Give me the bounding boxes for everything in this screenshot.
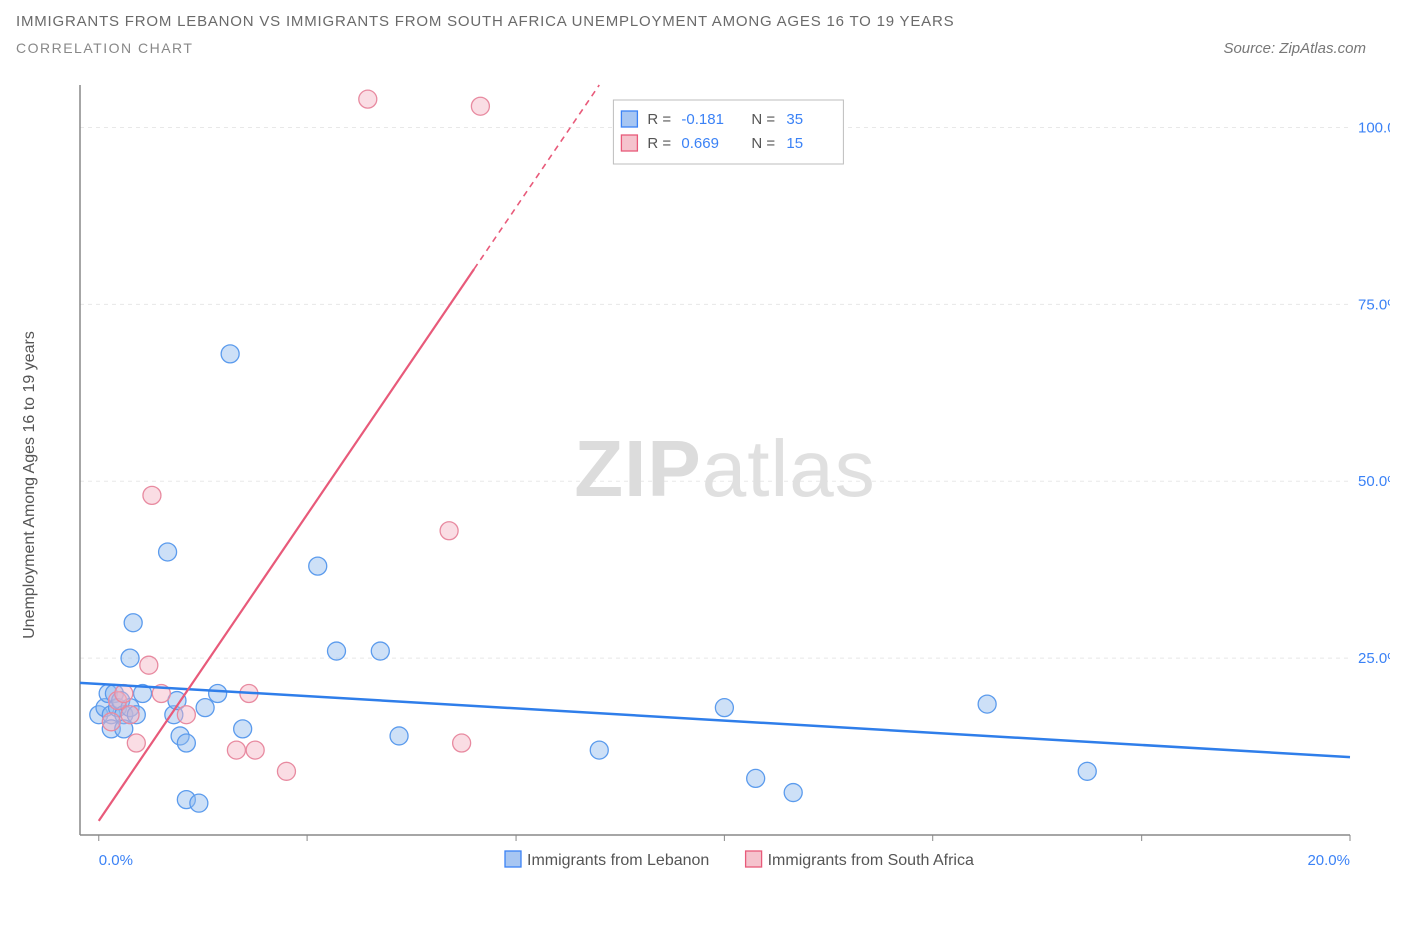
svg-text:0.669: 0.669 xyxy=(681,135,719,152)
svg-text:N =: N = xyxy=(751,111,775,128)
svg-text:Immigrants from Lebanon: Immigrants from Lebanon xyxy=(527,852,709,869)
svg-text:75.0%: 75.0% xyxy=(1358,296,1390,313)
title-block: IMMIGRANTS FROM LEBANON VS IMMIGRANTS FR… xyxy=(0,0,1406,57)
chart-title: IMMIGRANTS FROM LEBANON VS IMMIGRANTS FR… xyxy=(16,12,1390,32)
svg-text:35: 35 xyxy=(786,111,803,128)
svg-text:15: 15 xyxy=(786,135,803,152)
chart-subtitle: CORRELATION CHART xyxy=(16,40,193,56)
subtitle-row: CORRELATION CHART Source: ZipAtlas.com xyxy=(16,40,1390,57)
svg-text:100.0%: 100.0% xyxy=(1358,119,1390,136)
svg-text:25.0%: 25.0% xyxy=(1358,650,1390,667)
svg-text:50.0%: 50.0% xyxy=(1358,473,1390,490)
chart-area: Unemployment Among Ages 16 to 19 years Z… xyxy=(60,80,1390,890)
svg-text:R =: R = xyxy=(647,111,671,128)
scatter-chart: 0.0% 20.0% 25.0% 50.0% 75.0% 100.0% R = -0.181 N… xyxy=(60,80,1390,890)
y-axis-label: Unemployment Among Ages 16 to 19 years xyxy=(21,331,39,639)
svg-text:Immigrants from South Africa: Immigrants from South Africa xyxy=(768,852,974,869)
svg-text:R =: R = xyxy=(647,135,671,152)
source-text: Source: ZipAtlas.com xyxy=(1223,40,1390,57)
svg-text:N =: N = xyxy=(751,135,775,152)
svg-text:20.0%: 20.0% xyxy=(1307,852,1350,869)
svg-text:0.0%: 0.0% xyxy=(99,852,133,869)
svg-text:-0.181: -0.181 xyxy=(681,111,724,128)
